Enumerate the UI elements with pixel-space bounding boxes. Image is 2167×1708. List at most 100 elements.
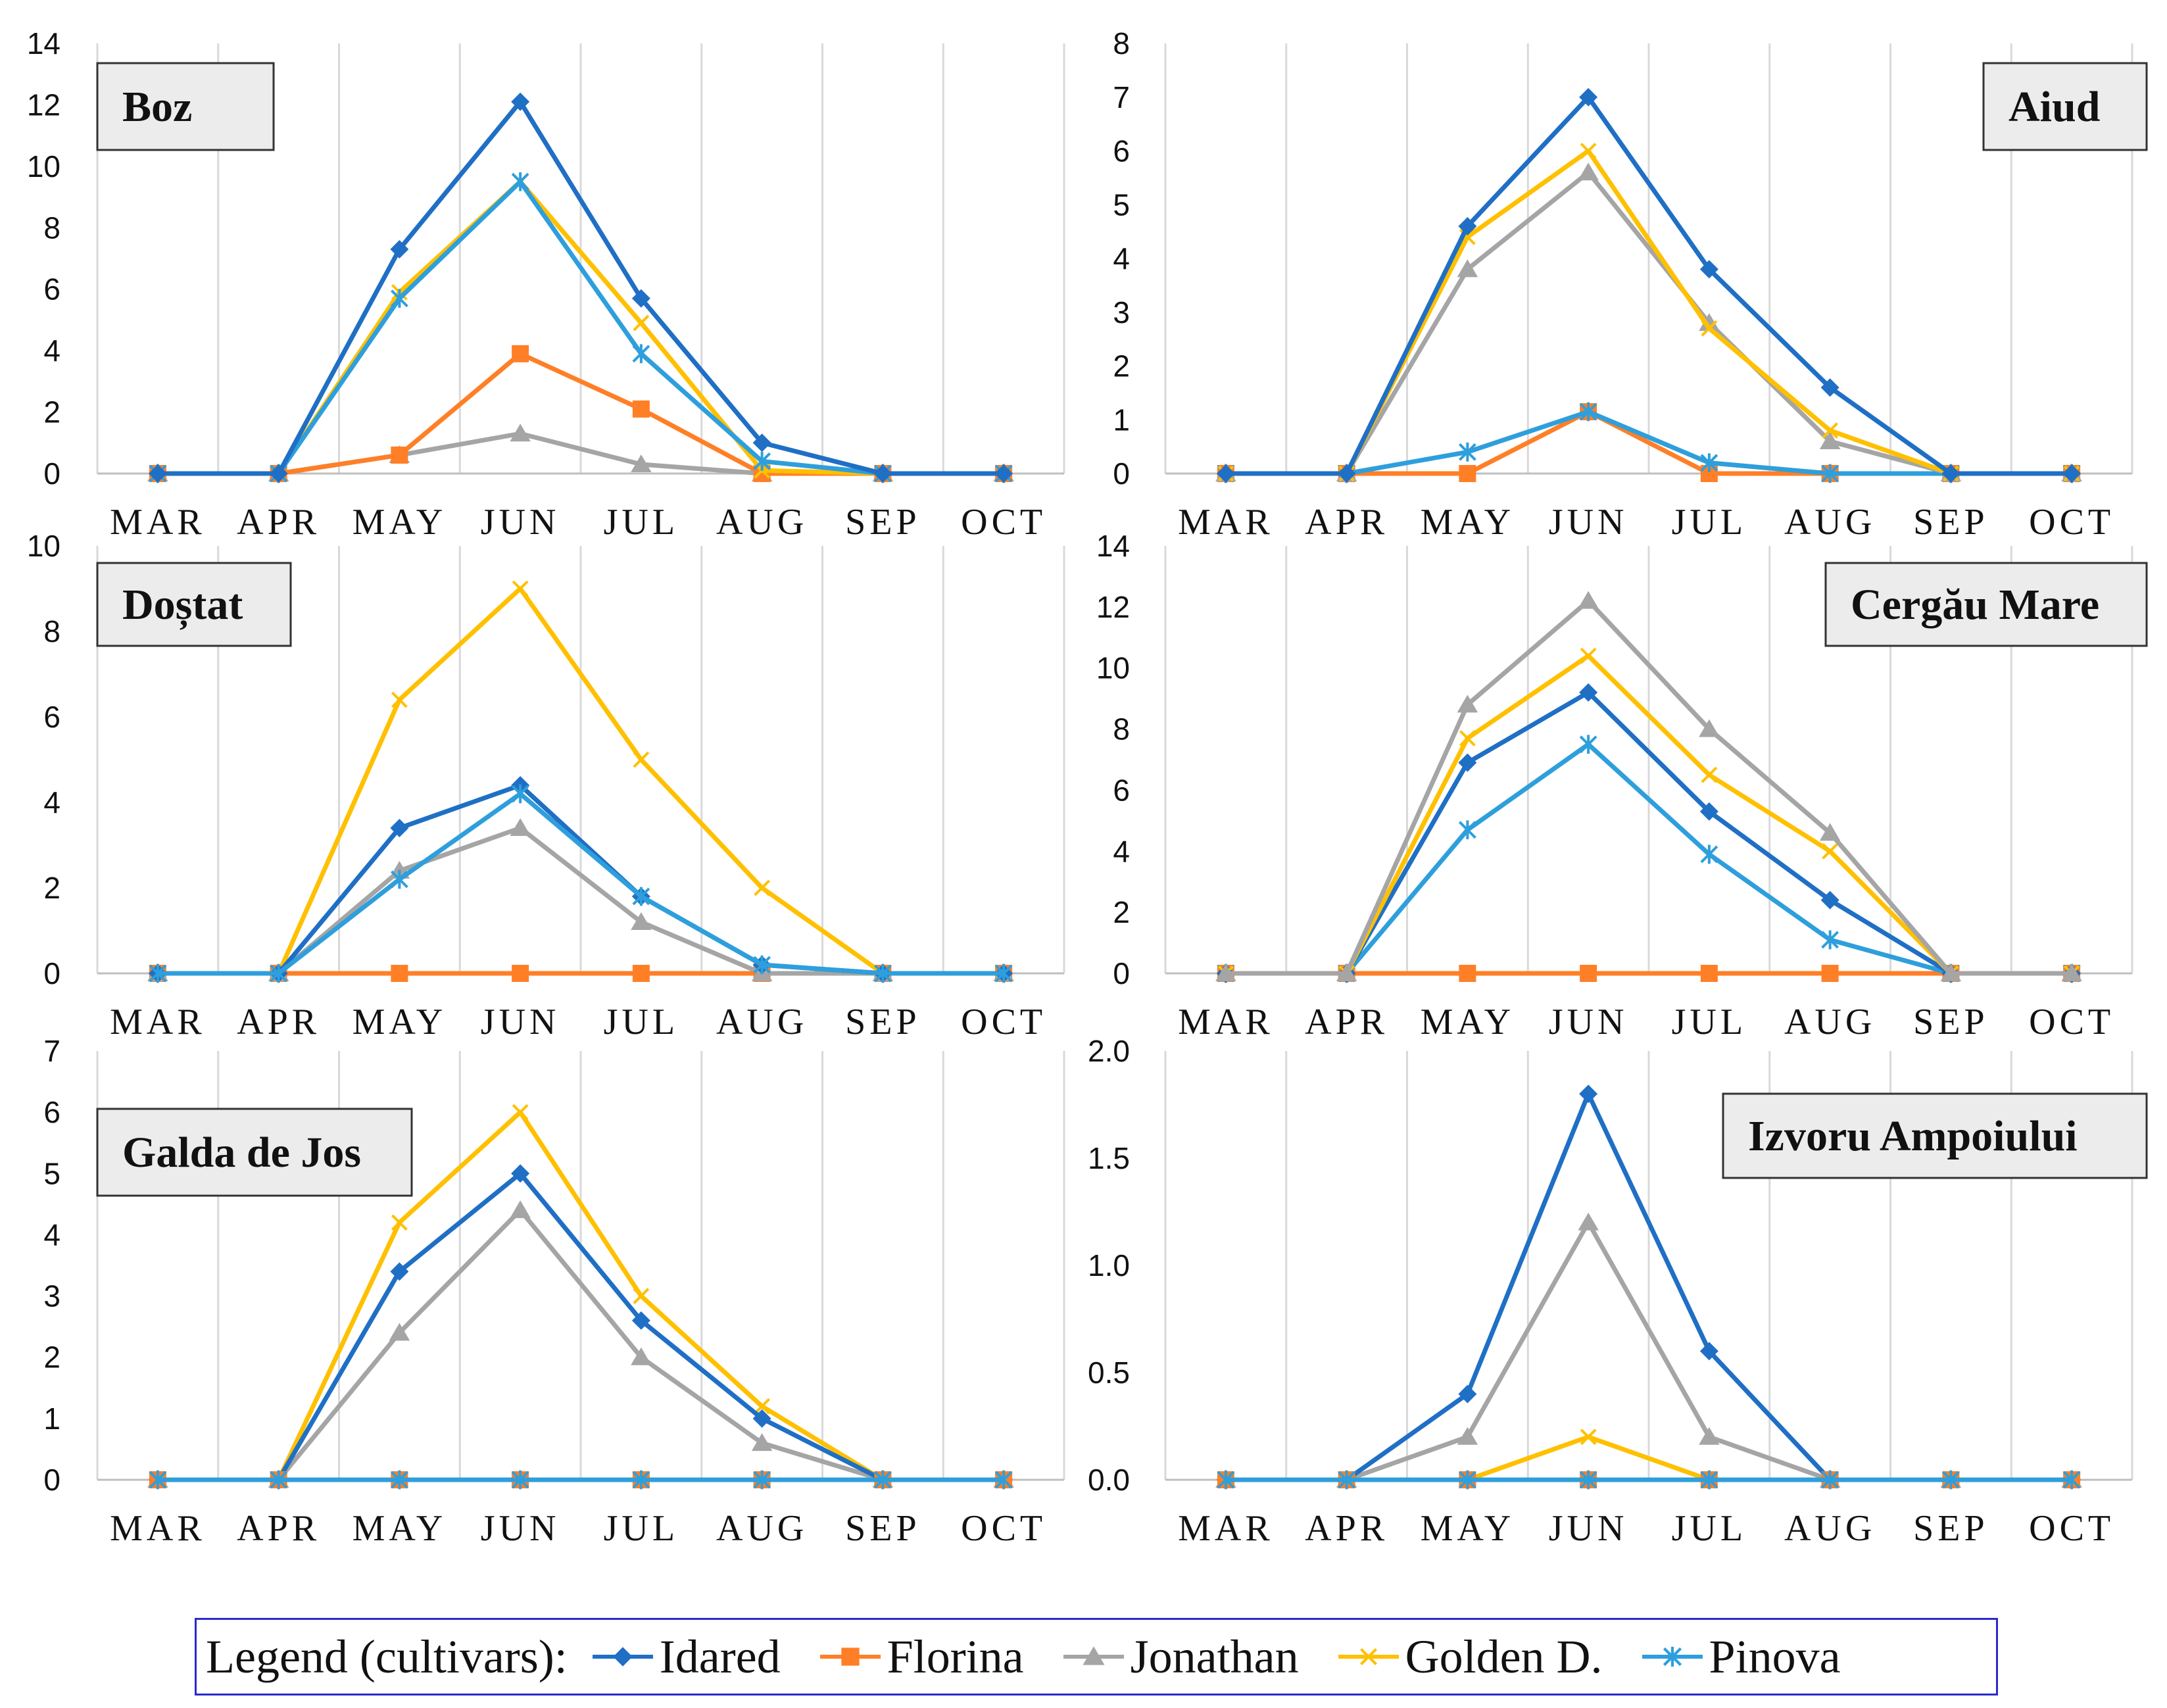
data-point-golden-d: [1580, 143, 1597, 159]
legend-marker-idared: [613, 1647, 633, 1667]
x-tick-label: JUN: [481, 1002, 560, 1042]
x-tick-label: MAR: [1178, 1508, 1274, 1549]
legend-swatch-pinova: [1642, 1646, 1703, 1667]
data-point-jonathan: [2061, 964, 2082, 981]
x-tick-label: OCT: [2029, 502, 2114, 543]
legend-swatch-idared: [592, 1647, 653, 1667]
data-point-pinova: [511, 784, 529, 804]
data-point-pinova: [270, 1470, 288, 1490]
x-tick-label: APR: [1305, 1508, 1388, 1549]
x-tick-label: JUL: [1672, 1508, 1747, 1549]
data-point-pinova: [994, 1470, 1013, 1490]
data-point-golden-d: [391, 691, 408, 708]
legend: Legend (cultivars): Idared Florina Jonat…: [195, 1618, 1998, 1696]
y-tick-label: 6: [43, 700, 61, 734]
x-tick-label: AUG: [1784, 502, 1876, 543]
data-point-idared: [2062, 464, 2082, 483]
data-point-golden-d: [391, 1214, 408, 1231]
y-tick-label: 4: [43, 785, 61, 819]
x-tick-label: MAR: [110, 502, 206, 543]
x-tick-label: JUN: [481, 1508, 560, 1549]
data-point-jonathan: [631, 1347, 652, 1365]
y-tick-label: 12: [1096, 590, 1130, 624]
legend-marker-pinova: [1663, 1646, 1682, 1667]
series-line-pinova: [1225, 742, 2072, 976]
y-tick-label: 7: [43, 1034, 61, 1068]
y-tick-label: 10: [1096, 651, 1130, 685]
data-point-pinova: [632, 887, 650, 906]
series-idared: [1216, 87, 2082, 483]
data-point-idared: [269, 464, 288, 483]
legend-label-jonathan: Jonathan: [1130, 1630, 1299, 1683]
data-point-pinova: [1579, 735, 1597, 754]
data-point-pinova: [1458, 442, 1476, 462]
x-tick-label: JUL: [1672, 1002, 1747, 1042]
series-line-pinova: [157, 791, 1004, 976]
legend-marker-jonathan: [1083, 1646, 1105, 1665]
data-point-golden-d: [633, 751, 650, 768]
site-label-box: [1722, 1092, 2148, 1179]
data-point-jonathan: [751, 1433, 773, 1452]
data-point-pinova: [753, 451, 771, 471]
y-tick-label: 8: [1113, 712, 1130, 746]
y-tick-label: 0: [43, 456, 61, 491]
y-tick-label: 10: [27, 529, 61, 563]
x-tick-label: OCT: [2029, 1002, 2114, 1042]
data-point-pinova: [632, 344, 650, 364]
y-tick-label: 0: [1113, 956, 1130, 990]
data-point-golden-d: [633, 314, 650, 331]
data-point-pinova: [632, 1470, 650, 1490]
y-tick-label: 8: [43, 210, 61, 245]
data-point-idared: [1699, 1342, 1718, 1361]
data-point-pinova: [1338, 1470, 1356, 1490]
data-point-jonathan: [1699, 1427, 1720, 1445]
series-pinova: [149, 784, 1013, 983]
panel-izvoru-ampoiului: 0.0 0.5 1.0 1.5 2.0 MAR APR MAY JUN JUL AUG SEP OCT I…: [1088, 1034, 2148, 1549]
x-tick-label: JUL: [604, 1002, 679, 1042]
y-tick-label: 4: [1113, 834, 1130, 868]
data-point-pinova: [873, 1470, 892, 1490]
y-tick-label: 2.0: [1088, 1034, 1130, 1068]
x-tick-label: MAR: [110, 1002, 206, 1042]
series-line-idared: [157, 1171, 1004, 1482]
data-point-idared: [1458, 1384, 1477, 1403]
series-line-idared: [1225, 95, 2072, 476]
panel-boz: 0 2 4 6 8 10 12 14 MAR APR MAY JUN JUL AUG SEP OCT Boz: [27, 26, 1065, 543]
legend-label-idared: Idared: [659, 1630, 781, 1683]
data-point-golden-d: [1459, 730, 1476, 746]
data-point-florina: [512, 965, 529, 982]
x-tick-label: APR: [1305, 502, 1388, 543]
x-tick-label: AUG: [716, 502, 808, 543]
panel-do-tat: 0 2 4 6 8 10 MAR APR MAY JUN JUL AUG SEP OCT Doștat: [27, 529, 1065, 1042]
x-tick-label: SEP: [1913, 502, 1989, 543]
data-point-jonathan: [1819, 823, 1841, 841]
y-tick-label: 6: [1113, 134, 1130, 168]
site-label-box: [96, 562, 292, 647]
data-point-florina: [1821, 965, 1839, 982]
data-point-pinova: [511, 172, 529, 191]
y-tick-label: 14: [27, 26, 61, 61]
panel-galda-de-jos: 0 1 2 3 4 5 6 7 MAR APR MAY JUN JUL AUG SEP OCT Galda de…: [43, 1034, 1065, 1549]
x-tick-label: MAY: [1421, 1508, 1515, 1549]
data-point-jonathan: [510, 424, 531, 442]
legend-item-jonathan: Jonathan: [1061, 1630, 1299, 1684]
data-point-pinova: [270, 964, 288, 983]
panel-aiud: 0 1 2 3 4 5 6 7 8 MAR APR MAY JUN JUL AUG SEP OCT Aiud: [1113, 26, 2148, 543]
x-tick-label: JUL: [1672, 502, 1747, 543]
series-line-idared: [157, 99, 1004, 476]
data-point-golden-d: [1580, 647, 1597, 664]
legend-item-florina: Florina: [817, 1630, 1024, 1684]
data-point-idared: [511, 1164, 530, 1183]
data-point-pinova: [149, 1470, 167, 1490]
x-tick-label: MAR: [110, 1508, 206, 1549]
data-point-golden-d: [754, 879, 771, 896]
legend-label-pinova: Pinova: [1709, 1630, 1841, 1683]
data-point-idared: [1941, 464, 1960, 483]
x-tick-label: MAY: [1421, 502, 1515, 543]
data-point-idared: [390, 239, 409, 258]
site-label: Boz: [122, 83, 192, 131]
data-point-idared: [752, 1409, 771, 1428]
data-point-pinova: [1458, 1470, 1476, 1490]
legend-item-idared: Idared: [590, 1630, 781, 1684]
y-tick-label: 3: [43, 1279, 61, 1313]
